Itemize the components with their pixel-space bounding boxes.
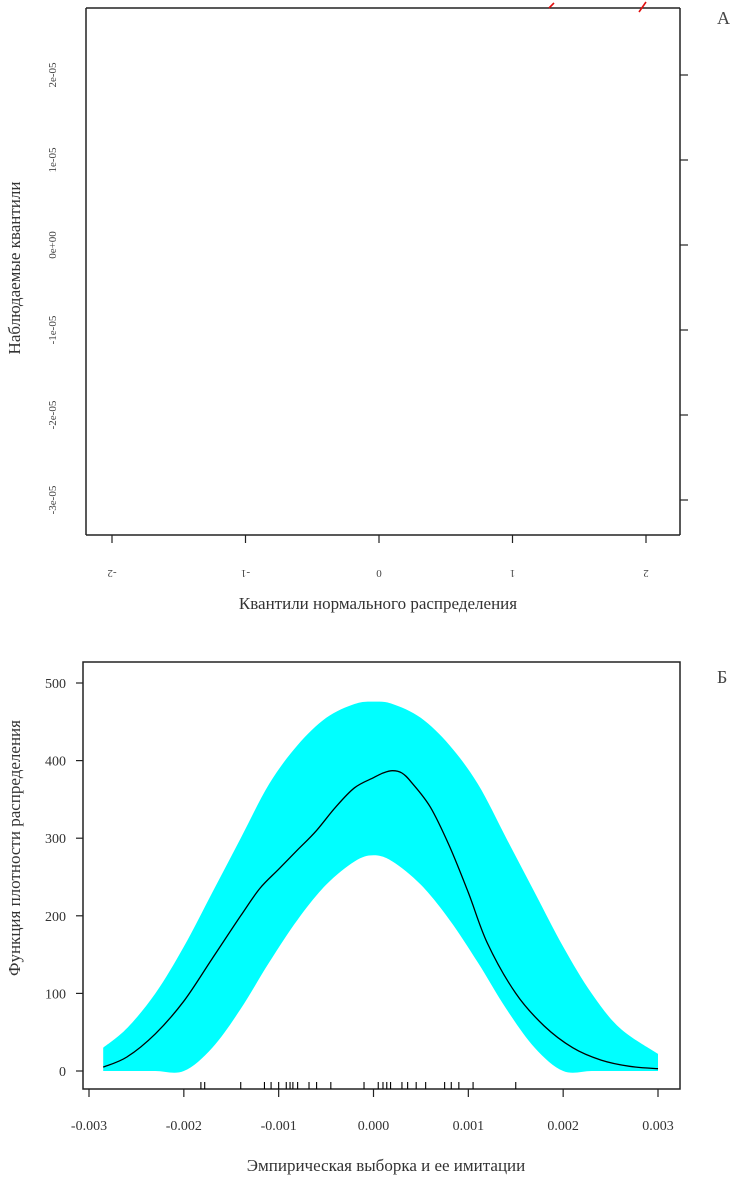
- density-y-tick-label: 100: [45, 987, 66, 1002]
- density-y-tick-label: 0: [59, 1065, 66, 1080]
- qq-x-tick-label: 1: [510, 567, 516, 579]
- density-plot-frame: [82, 661, 681, 1090]
- density-x-tick-label: 0.000: [358, 1119, 390, 1134]
- density-x-ticks: -0.003 -0.002 -0.001 0.000 0.001 0.002 0.003: [71, 1089, 674, 1134]
- density-y-ticks: 0 100 200 300 400 500: [45, 677, 83, 1080]
- density-x-tick-label: 0.001: [453, 1119, 485, 1134]
- qq-plot-panel: 2e-05 1e-05 0e+00 -1e-05 -2e-05 -3e-05 -2 -1 0 1…: [5, 1, 730, 613]
- density-x-axis-label: Эмпирическая выборка и ее имитации: [247, 1156, 525, 1175]
- qq-reference-line-segment: [548, 2, 555, 9]
- density-y-tick-label: 300: [45, 832, 66, 847]
- qq-x-ticks: -2 -1 0 1 2: [107, 535, 649, 579]
- density-y-tick-label: 400: [45, 755, 66, 770]
- density-x-tick-label: 0.002: [547, 1119, 579, 1134]
- qq-y-tick-label: 0e+00: [47, 231, 59, 259]
- qq-x-tick-label: -2: [107, 567, 116, 579]
- qq-y-tick-label: 2e-05: [47, 62, 59, 88]
- qq-y-tick-label: -2e-05: [47, 400, 59, 429]
- density-curve: [102, 770, 659, 1070]
- qq-y-tick-label: -1e-05: [47, 315, 59, 344]
- density-x-tick-label: 0.003: [642, 1119, 674, 1134]
- panel-label-a: А: [717, 8, 730, 28]
- density-x-tick-label: -0.001: [261, 1119, 297, 1134]
- confidence-band: [103, 701, 658, 1073]
- qq-x-tick-label: 0: [376, 567, 382, 579]
- qq-x-axis-label: Квантили нормального распределения: [239, 594, 517, 613]
- qq-x-tick-label: -1: [241, 567, 250, 579]
- density-y-tick-label: 200: [45, 910, 66, 925]
- rug-marks: [200, 1082, 517, 1089]
- qq-x-tick-label: 2: [643, 567, 649, 579]
- density-x-tick-label: -0.002: [166, 1119, 202, 1134]
- qq-y-ticks: 2e-05 1e-05 0e+00 -1e-05 -2e-05 -3e-05: [47, 62, 688, 514]
- qq-y-tick-label: 1e-05: [47, 147, 59, 173]
- density-y-tick-label: 500: [45, 677, 66, 692]
- panel-label-b: Б: [717, 667, 727, 687]
- density-plot-panel: 0 100 200 300 400 500 -0.003 -0.002 -0.001 0.000…: [5, 661, 727, 1175]
- qq-y-axis-label: Наблюдаемые квантили: [5, 182, 24, 355]
- density-y-axis-label: Функция плотности распределения: [5, 720, 24, 976]
- qq-reference-line-segment: [638, 1, 647, 13]
- density-x-tick-label: -0.003: [71, 1119, 107, 1134]
- qq-y-tick-label: -3e-05: [47, 485, 59, 514]
